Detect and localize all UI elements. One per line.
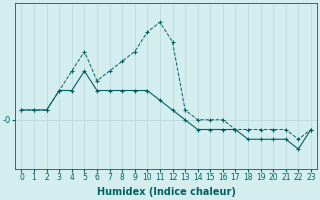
X-axis label: Humidex (Indice chaleur): Humidex (Indice chaleur) (97, 187, 236, 197)
